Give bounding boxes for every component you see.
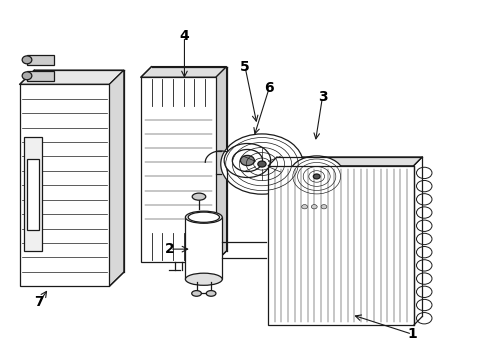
Circle shape: [416, 247, 432, 258]
Text: 1: 1: [407, 327, 417, 341]
Ellipse shape: [206, 291, 216, 296]
Ellipse shape: [185, 211, 222, 223]
Text: 3: 3: [318, 90, 327, 104]
Ellipse shape: [192, 291, 201, 296]
Bar: [185, 217, 222, 279]
Circle shape: [321, 204, 327, 209]
Text: 4: 4: [179, 30, 189, 44]
Polygon shape: [216, 67, 226, 261]
Text: 2: 2: [165, 242, 175, 256]
Polygon shape: [109, 70, 124, 286]
Ellipse shape: [22, 72, 32, 80]
Ellipse shape: [192, 193, 206, 200]
Bar: [268, 166, 414, 325]
Circle shape: [416, 286, 432, 297]
Bar: [20, 84, 109, 286]
Text: 6: 6: [265, 81, 274, 95]
Polygon shape: [268, 157, 422, 166]
Circle shape: [221, 134, 303, 194]
Circle shape: [302, 204, 308, 209]
Bar: [26, 159, 39, 230]
Polygon shape: [20, 70, 124, 84]
Circle shape: [416, 273, 432, 284]
Circle shape: [224, 144, 270, 177]
Bar: [27, 55, 53, 65]
Circle shape: [416, 300, 432, 311]
Circle shape: [416, 207, 432, 218]
Circle shape: [416, 312, 432, 324]
Bar: [24, 138, 42, 251]
Polygon shape: [339, 191, 344, 218]
Circle shape: [313, 174, 320, 179]
Circle shape: [416, 180, 432, 192]
Circle shape: [416, 167, 432, 179]
Ellipse shape: [22, 56, 32, 64]
Ellipse shape: [185, 273, 222, 285]
Bar: [27, 71, 53, 81]
Text: 5: 5: [240, 59, 250, 73]
Circle shape: [289, 156, 345, 197]
Text: 7: 7: [34, 295, 44, 309]
Ellipse shape: [188, 212, 220, 222]
Circle shape: [311, 204, 317, 209]
Bar: [141, 77, 216, 261]
Bar: [295, 195, 339, 218]
Circle shape: [416, 233, 432, 245]
Circle shape: [241, 156, 254, 166]
Circle shape: [416, 194, 432, 205]
Circle shape: [416, 220, 432, 231]
Polygon shape: [141, 67, 226, 77]
Circle shape: [416, 260, 432, 271]
Circle shape: [258, 161, 266, 167]
Circle shape: [232, 149, 263, 172]
